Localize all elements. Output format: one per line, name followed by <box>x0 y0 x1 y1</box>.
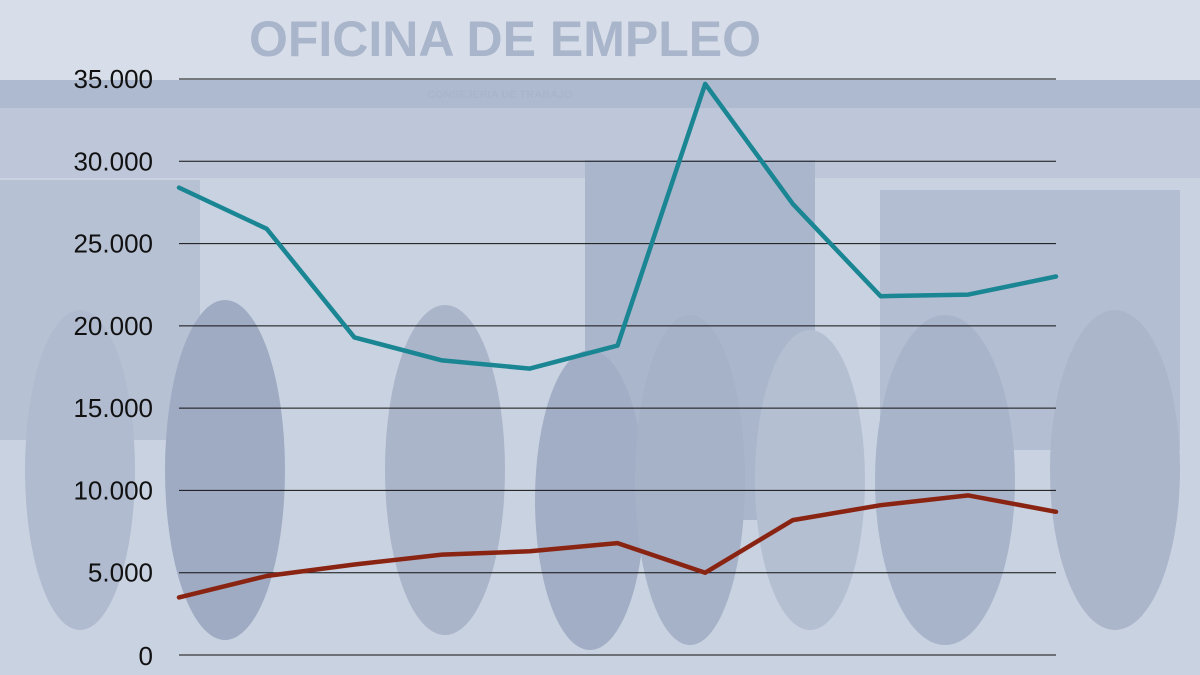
y-axis-ticks: 0 5.000 10.000 15.000 20.000 25.000 30.000 35.0… <box>73 64 153 671</box>
series-line-2 <box>176 493 1059 600</box>
y-tick-label: 30.000 <box>73 146 153 176</box>
y-tick-label: 15.000 <box>73 393 153 423</box>
series-line-1 <box>176 81 1059 371</box>
sign-subtext: CONSEJERIA DE TRABAJO <box>427 89 573 101</box>
series-lines <box>176 81 1059 600</box>
y-tick-label: 35.000 <box>73 64 153 94</box>
y-tick-label: 10.000 <box>73 475 153 505</box>
sign-text: OFICINA DE EMPLEO <box>249 11 761 67</box>
y-tick-label: 20.000 <box>73 311 153 341</box>
y-tick-label: 5.000 <box>88 558 153 588</box>
y-tick-label: 25.000 <box>73 229 153 259</box>
gridlines <box>179 78 1056 656</box>
y-tick-label: 0 <box>139 641 153 671</box>
